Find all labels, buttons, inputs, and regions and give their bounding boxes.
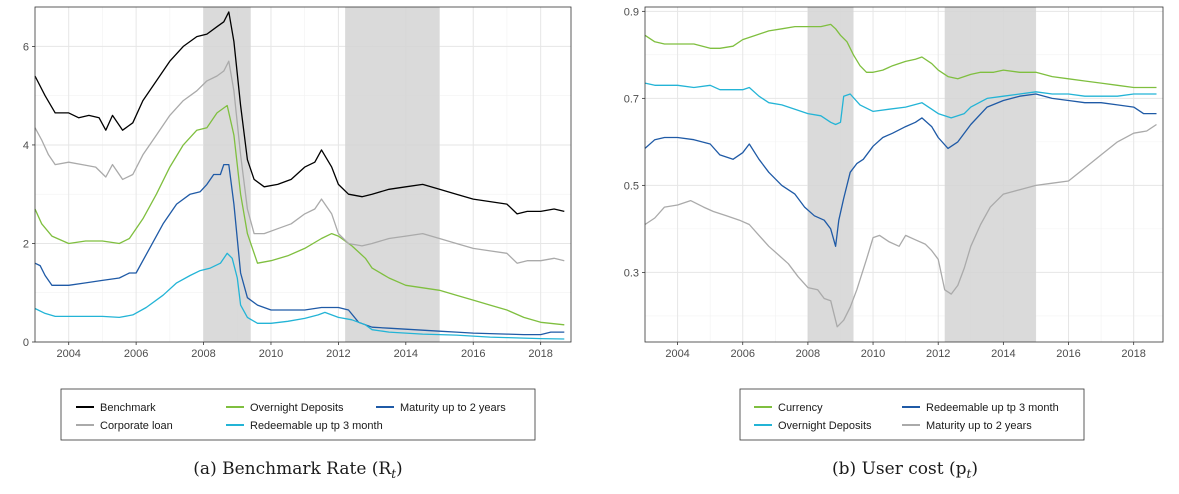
legend-label: Maturity up to 2 years <box>926 420 1032 432</box>
shaded-period <box>944 7 1036 342</box>
plot-border <box>34 6 572 343</box>
legend-label: Overnight Deposits <box>250 402 344 414</box>
x-tick-label: 2012 <box>926 348 950 360</box>
series-line-redeemable-up-tp-3-month <box>34 252 565 340</box>
legend-label: Currency <box>778 402 823 414</box>
x-tick-label: 2016 <box>461 348 485 360</box>
shaded-period <box>345 7 440 342</box>
x-tick-label: 2004 <box>665 348 689 360</box>
x-tick-label: 2014 <box>394 348 418 360</box>
legend-label: Redeemable up tp 3 month <box>926 402 1059 414</box>
series-line-overnight-deposits <box>34 104 565 326</box>
legend-label: Maturity up to 2 years <box>400 402 506 414</box>
y-tick-label: 0.3 <box>624 267 639 279</box>
series-line-benchmark <box>34 11 565 215</box>
caption-subscript: t <box>391 467 396 481</box>
series-line-overnight-deposits <box>644 82 1157 126</box>
y-tick-label: 0 <box>23 337 29 349</box>
panel-caption: (b) User cost (pt) <box>832 459 978 481</box>
legend-b: Currency Overnight Deposits Redeemable up … <box>739 388 1085 441</box>
caption-main: (b) User cost (p <box>832 459 967 479</box>
x-tick-label: 2006 <box>124 348 148 360</box>
x-tick-label: 2004 <box>56 348 80 360</box>
panel-caption: (a) Benchmark Rate (Rt) <box>193 459 402 481</box>
series-line-currency <box>644 23 1157 89</box>
series-line-redeemable-up-tp-3-month <box>644 93 1157 247</box>
x-tick-label: 2016 <box>1056 348 1080 360</box>
legend-label: Overnight Deposits <box>778 420 872 432</box>
y-tick-label: 0.9 <box>624 6 639 18</box>
x-tick-label: 2008 <box>191 348 215 360</box>
plot-background-b <box>645 7 1163 342</box>
plot-background-a <box>35 7 571 342</box>
legend-box <box>739 388 1085 441</box>
legend-label: Benchmark <box>100 402 156 414</box>
captions: (a) Benchmark Rate (Rt) (b) User cost (pt… <box>193 459 978 481</box>
x-tick-label: 2012 <box>326 348 350 360</box>
x-tick-label: 2006 <box>730 348 754 360</box>
x-tick-label: 2008 <box>796 348 820 360</box>
caption-end: ) <box>971 459 978 479</box>
x-tick-label: 2018 <box>1121 348 1145 360</box>
caption-end: ) <box>396 459 403 479</box>
shaded-period <box>807 7 854 342</box>
caption-main: (a) Benchmark Rate (R <box>193 459 392 479</box>
y-tick-label: 0.5 <box>624 180 639 192</box>
y-tick-label: 4 <box>23 140 29 152</box>
series-line-maturity-up-to-2-years <box>644 123 1157 328</box>
legend-label: Corporate loan <box>100 420 173 432</box>
y-tick-label: 6 <box>23 41 29 53</box>
x-tick-label: 2018 <box>528 348 552 360</box>
plot-border <box>644 6 1164 343</box>
series-line-corporate-loan <box>34 60 565 264</box>
legend-label: Redeemable up tp 3 month <box>250 420 383 432</box>
legend-box <box>60 388 536 441</box>
x-tick-label: 2010 <box>861 348 885 360</box>
x-tick-label: 2014 <box>991 348 1015 360</box>
y-tick-label: 0.7 <box>624 93 639 105</box>
panel-b-user-cost: 2004 2006 2008 2010 2012 2014 2016 2018 0.3 0.5 0.… <box>624 6 1164 360</box>
y-tick-label: 2 <box>23 238 29 250</box>
x-tick-label: 2010 <box>259 348 283 360</box>
caption-subscript: t <box>966 467 971 481</box>
legend-a: Benchmark Corporate loan Overnight Deposit… <box>60 388 536 441</box>
panel-a-benchmark-rate: 2004 2006 2008 2010 2012 2014 2016 2018 0 2 4 6 <box>23 6 572 360</box>
series-line-maturity-up-to-2-years <box>34 163 565 336</box>
